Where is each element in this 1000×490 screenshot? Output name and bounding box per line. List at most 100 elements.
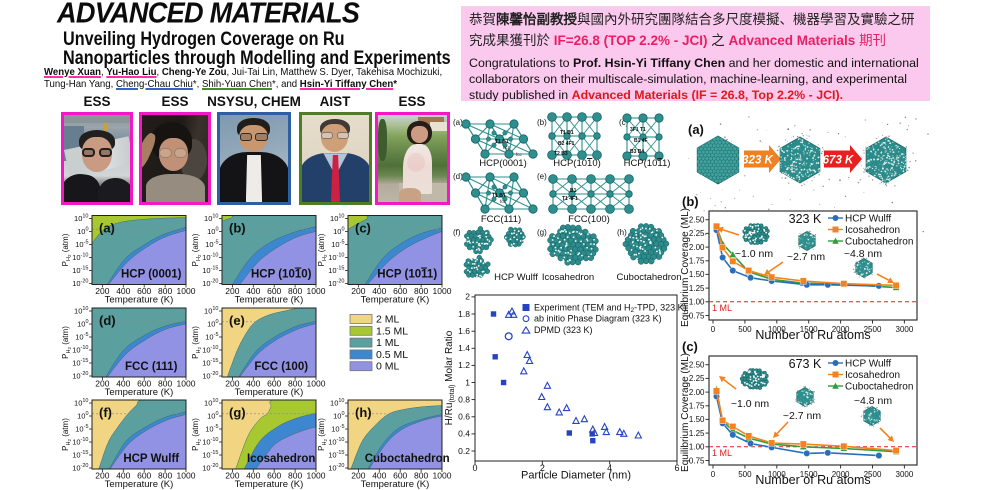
svg-text:1000: 1000: [177, 286, 196, 296]
svg-text:1 ML: 1 ML: [712, 448, 732, 458]
svg-text:10-20: 10-20: [202, 279, 218, 289]
svg-text:10-20: 10-20: [202, 463, 218, 473]
svg-text:(e): (e): [229, 313, 245, 328]
svg-text:10-15: 10-15: [328, 266, 344, 276]
svg-text:FCC (111): FCC (111): [125, 361, 178, 373]
svg-text:HCP (0001): HCP (0001): [121, 269, 182, 281]
svg-text:0.5 ML: 0.5 ML: [376, 349, 408, 361]
svg-text:100: 100: [207, 227, 218, 237]
svg-text:600: 600: [393, 286, 407, 296]
svg-text:400: 400: [246, 286, 260, 296]
svg-text:1010: 1010: [330, 398, 344, 408]
svg-text:(b): (b): [537, 118, 547, 127]
svg-text:800: 800: [158, 286, 172, 296]
svg-text:1010: 1010: [204, 306, 218, 316]
svg-text:2.25: 2.25: [689, 374, 705, 383]
svg-text:2500: 2500: [864, 470, 882, 479]
svg-text:Cuboctahedron: Cuboctahedron: [845, 237, 913, 248]
svg-text:10-10: 10-10: [328, 253, 344, 263]
svg-text:1.00: 1.00: [689, 443, 705, 452]
svg-text:(e): (e): [537, 172, 547, 181]
svg-text:Temperature (K): Temperature (K): [361, 479, 430, 490]
svg-text:0.75: 0.75: [689, 456, 705, 465]
svg-text:1: 1: [465, 377, 470, 387]
svg-text:800: 800: [288, 379, 302, 389]
svg-text:10-20: 10-20: [72, 371, 88, 381]
svg-text:10-20: 10-20: [72, 463, 88, 473]
svg-text:B3 B4: B3 B4: [630, 149, 644, 155]
svg-text:2 ML: 2 ML: [376, 314, 400, 326]
svg-text:HCP Wulff: HCP Wulff: [845, 359, 891, 370]
svg-text:(c): (c): [619, 118, 629, 127]
svg-text:Equilibrium Coverage (ML): Equilibrium Coverage (ML): [680, 208, 691, 327]
svg-text:323 K: 323 K: [742, 155, 773, 167]
svg-text:4: 4: [607, 463, 612, 473]
svg-text:100: 100: [333, 227, 344, 237]
svg-text:200: 200: [95, 286, 109, 296]
svg-text:1010: 1010: [330, 214, 344, 224]
svg-text:Icosahedron: Icosahedron: [845, 225, 900, 236]
svg-text:400: 400: [246, 379, 260, 389]
svg-text:(a): (a): [688, 122, 704, 137]
svg-text:0.2: 0.2: [458, 446, 470, 456]
svg-text:2.50: 2.50: [689, 216, 705, 225]
svg-text:1.00: 1.00: [689, 298, 705, 307]
svg-text:Icosahedron: Icosahedron: [247, 453, 315, 465]
svg-text:Temperature (K): Temperature (K): [105, 479, 174, 490]
svg-text:10-10: 10-10: [72, 345, 88, 355]
svg-text:1.2: 1.2: [458, 360, 470, 370]
svg-text:2: 2: [465, 292, 470, 302]
svg-text:(g): (g): [537, 228, 547, 237]
svg-text:400: 400: [372, 471, 386, 481]
svg-text:800: 800: [158, 471, 172, 481]
svg-text:1.50: 1.50: [689, 270, 705, 279]
svg-text:10-5: 10-5: [205, 240, 218, 250]
svg-text:1000: 1000: [433, 471, 452, 481]
svg-text:fcc: fcc: [516, 152, 523, 157]
svg-text:2: 2: [540, 463, 545, 473]
svg-text:1.6: 1.6: [458, 326, 470, 336]
svg-text:B1 4F: B1 4F: [634, 138, 648, 144]
svg-text:600: 600: [267, 286, 281, 296]
svg-text:1010: 1010: [74, 306, 88, 316]
svg-text:600: 600: [137, 471, 151, 481]
svg-text:~4.8 nm: ~4.8 nm: [844, 248, 882, 260]
svg-text:200: 200: [351, 286, 365, 296]
svg-text:10-5: 10-5: [331, 424, 344, 434]
svg-text:H/Ru(total) Molar Ratio: H/Ru(total) Molar Ratio: [444, 330, 456, 425]
svg-text:200: 200: [95, 471, 109, 481]
svg-text:0 ML: 0 ML: [376, 361, 400, 373]
svg-text:0: 0: [472, 463, 477, 473]
svg-text:T1 B1: T1 B1: [560, 130, 574, 136]
svg-text:0: 0: [711, 470, 716, 479]
svg-text:10-15: 10-15: [72, 266, 88, 276]
svg-text:100: 100: [207, 319, 218, 329]
svg-text:2.00: 2.00: [689, 243, 705, 252]
svg-text:1.25: 1.25: [689, 429, 705, 438]
svg-text:600: 600: [267, 379, 281, 389]
svg-text:10-10: 10-10: [72, 253, 88, 263]
svg-text:1000: 1000: [768, 325, 786, 334]
svg-text:10-15: 10-15: [328, 450, 344, 460]
svg-text:HCP (1011): HCP (1011): [377, 269, 437, 281]
svg-text:10-10: 10-10: [202, 437, 218, 447]
svg-text:1 ML: 1 ML: [712, 303, 732, 313]
svg-text:Number of Ru atoms: Number of Ru atoms: [755, 328, 870, 342]
svg-text:1000: 1000: [768, 470, 786, 479]
svg-text:(a): (a): [99, 221, 115, 236]
svg-text:HCP Wulff: HCP Wulff: [494, 272, 538, 283]
svg-text:T1 B1: T1 B1: [495, 139, 509, 145]
svg-text:10-10: 10-10: [202, 345, 218, 355]
svg-text:100: 100: [207, 411, 218, 421]
svg-text:1.75: 1.75: [689, 402, 705, 411]
svg-text:1010: 1010: [204, 214, 218, 224]
svg-text:HCP(0001): HCP(0001): [479, 158, 527, 169]
svg-text:10-5: 10-5: [75, 240, 88, 250]
svg-text:1500: 1500: [800, 470, 818, 479]
svg-text:T1 B1: T1 B1: [492, 193, 506, 199]
svg-text:0.6: 0.6: [458, 412, 470, 422]
svg-text:Temperature (K): Temperature (K): [105, 295, 174, 306]
svg-text:Particle Diameter (nm): Particle Diameter (nm): [521, 470, 631, 482]
svg-text:B1: B1: [570, 188, 577, 194]
svg-text:6: 6: [674, 463, 679, 473]
